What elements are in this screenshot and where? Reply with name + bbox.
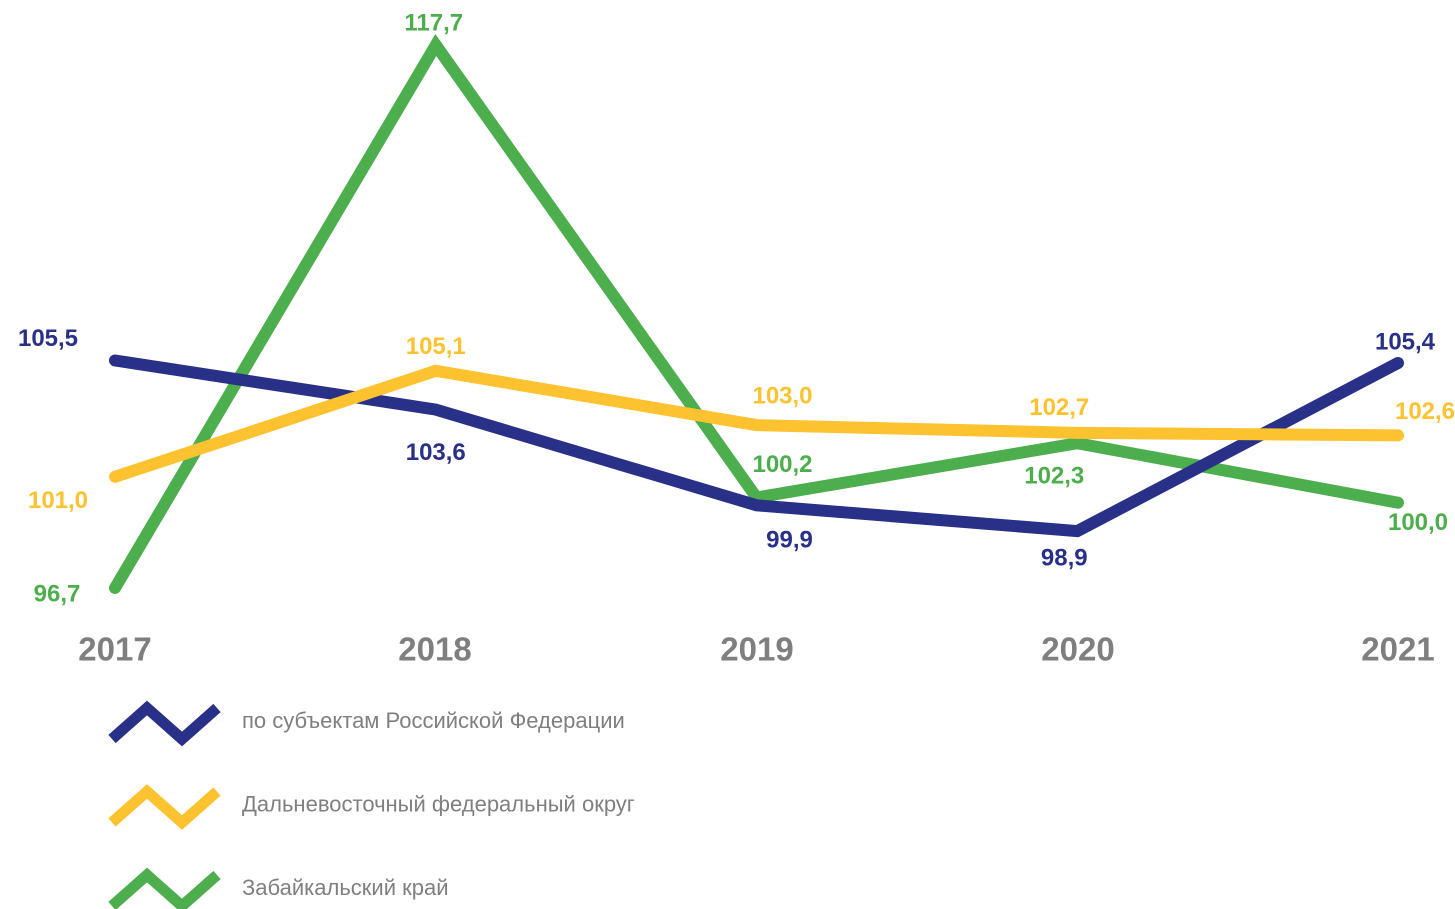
x-tick-label: 2017 xyxy=(78,631,151,668)
legend-swatch xyxy=(108,784,221,830)
series-line xyxy=(109,354,1404,538)
data-label: 99,9 xyxy=(766,527,813,554)
legend-swatch xyxy=(108,700,221,747)
legend-label: по субъектам Российской Федерации xyxy=(242,708,625,733)
data-label: 98,9 xyxy=(1041,544,1088,571)
data-label: 105,5 xyxy=(18,325,78,352)
x-tick-label: 2021 xyxy=(1361,631,1434,668)
data-label: 105,1 xyxy=(406,333,466,360)
data-label: 103,6 xyxy=(406,439,466,466)
data-label: 102,7 xyxy=(1029,394,1089,421)
series-line xyxy=(109,33,1404,594)
data-label: 101,0 xyxy=(28,487,88,514)
x-tick-label: 2018 xyxy=(398,631,471,668)
data-label: 102,3 xyxy=(1024,463,1084,490)
data-label: 102,6 xyxy=(1395,398,1455,425)
data-label: 100,2 xyxy=(752,451,812,478)
data-label: 105,4 xyxy=(1375,328,1436,355)
legend-label: Забайкальский край xyxy=(242,875,449,900)
legend-label: Дальневосточный федеральный округ xyxy=(242,791,635,816)
data-label: 117,7 xyxy=(404,9,463,36)
data-label: 103,0 xyxy=(752,382,812,409)
x-tick-label: 2019 xyxy=(720,631,793,668)
data-label: 96,7 xyxy=(34,580,81,607)
x-tick-label: 2020 xyxy=(1041,631,1114,668)
series-line xyxy=(109,364,1404,483)
data-label: 100,0 xyxy=(1388,509,1448,536)
legend-swatch xyxy=(108,867,221,909)
